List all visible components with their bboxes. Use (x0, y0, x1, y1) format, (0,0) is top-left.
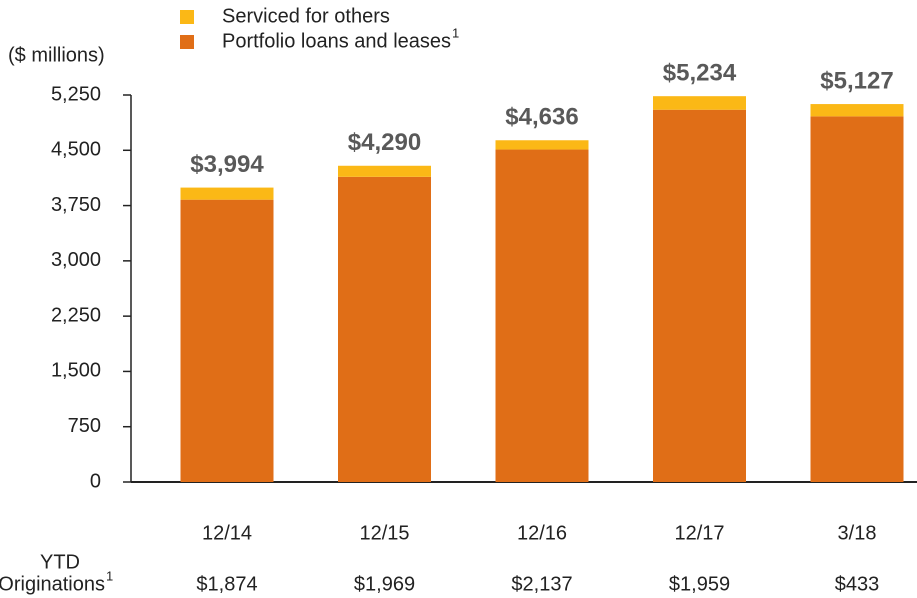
y-tick-label: 1,500 (51, 360, 101, 382)
originations-label: YTD (40, 551, 80, 573)
originations-note: 1 (106, 568, 113, 583)
legend-note: 1 (452, 25, 459, 40)
y-tick-label: 0 (90, 470, 101, 492)
y-tick-label: 5,250 (51, 83, 101, 105)
bar-segment (653, 96, 746, 110)
y-tick-label: 3,750 (51, 194, 101, 216)
origination-value: $1,874 (196, 573, 257, 595)
y-tick-label: 4,500 (51, 139, 101, 161)
bar-segment (338, 165, 431, 177)
y-tick-label: 3,000 (51, 249, 101, 271)
x-tick-label: 3/18 (838, 522, 877, 544)
x-tick-label: 12/17 (674, 522, 724, 544)
originations-label: Originations (0, 573, 105, 595)
total-label: $3,994 (190, 151, 264, 178)
origination-value: $1,969 (354, 573, 415, 595)
x-tick-label: 12/16 (517, 522, 567, 544)
y-axis-label: ($ millions) (8, 44, 105, 66)
bar-segment (180, 187, 274, 200)
bar-segment (810, 104, 904, 117)
origination-value: $2,137 (511, 573, 572, 595)
y-tick-label: 750 (68, 415, 101, 437)
bar-segment (653, 109, 746, 482)
y-tick-label: 2,250 (51, 304, 101, 326)
legend-swatch (180, 35, 194, 49)
total-label: $5,127 (820, 67, 893, 94)
x-tick-label: 12/15 (359, 522, 409, 544)
x-tick-label: 12/14 (202, 522, 252, 544)
total-label: $4,290 (348, 129, 421, 156)
bar-segment (810, 116, 904, 483)
origination-value: $1,959 (669, 573, 730, 595)
bar-segment (180, 199, 274, 482)
origination-value: $433 (835, 573, 880, 595)
total-label: $5,234 (663, 60, 737, 87)
bar-segment (495, 149, 589, 482)
bar-segment (338, 176, 431, 482)
legend-label: Portfolio loans and leases (222, 30, 451, 52)
bar-segment (495, 140, 589, 150)
legend-swatch (180, 10, 194, 24)
total-label: $4,636 (505, 104, 578, 131)
legend-label: Serviced for others (222, 5, 390, 27)
